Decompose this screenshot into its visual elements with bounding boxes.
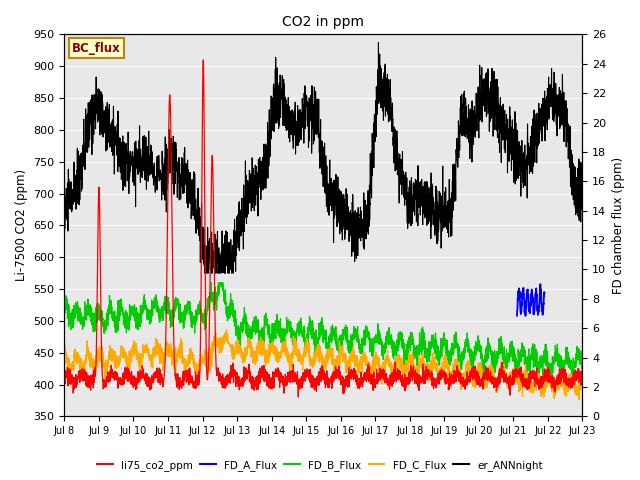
Title: CO2 in ppm: CO2 in ppm bbox=[282, 15, 364, 29]
Y-axis label: FD chamber flux (ppm): FD chamber flux (ppm) bbox=[612, 157, 625, 294]
Y-axis label: Li-7500 CO2 (ppm): Li-7500 CO2 (ppm) bbox=[15, 169, 28, 281]
Text: BC_flux: BC_flux bbox=[72, 42, 121, 55]
Legend: li75_co2_ppm, FD_A_Flux, FD_B_Flux, FD_C_Flux, er_ANNnight: li75_co2_ppm, FD_A_Flux, FD_B_Flux, FD_C… bbox=[93, 456, 547, 475]
